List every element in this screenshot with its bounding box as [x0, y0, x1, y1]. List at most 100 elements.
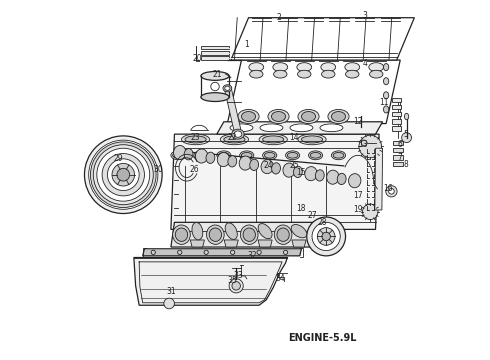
- Ellipse shape: [196, 153, 206, 158]
- Text: 8: 8: [403, 159, 408, 168]
- Text: 15: 15: [296, 168, 306, 177]
- Circle shape: [359, 135, 382, 158]
- Polygon shape: [292, 240, 306, 247]
- Ellipse shape: [404, 113, 409, 120]
- Text: 5: 5: [403, 130, 408, 139]
- Ellipse shape: [207, 225, 224, 244]
- Circle shape: [386, 186, 397, 197]
- Polygon shape: [258, 240, 272, 247]
- Circle shape: [322, 232, 330, 241]
- Text: 26: 26: [189, 165, 198, 174]
- Bar: [392, 126, 401, 131]
- Text: 23: 23: [191, 133, 200, 142]
- Ellipse shape: [234, 131, 242, 137]
- Text: 4: 4: [363, 59, 368, 68]
- Bar: [392, 119, 401, 123]
- Ellipse shape: [301, 112, 316, 121]
- Text: ENGINE-5.9L: ENGINE-5.9L: [289, 333, 357, 343]
- Circle shape: [389, 189, 394, 194]
- Circle shape: [92, 144, 154, 206]
- Circle shape: [204, 250, 208, 255]
- Ellipse shape: [201, 72, 229, 80]
- Ellipse shape: [209, 228, 221, 242]
- Polygon shape: [375, 148, 383, 210]
- Ellipse shape: [258, 224, 272, 239]
- Circle shape: [117, 168, 130, 181]
- Bar: [392, 105, 401, 109]
- Ellipse shape: [238, 109, 259, 123]
- Circle shape: [312, 222, 340, 251]
- Ellipse shape: [301, 136, 322, 143]
- Text: 22: 22: [228, 133, 237, 142]
- Ellipse shape: [263, 136, 284, 143]
- Ellipse shape: [217, 151, 231, 160]
- Ellipse shape: [384, 92, 389, 99]
- Bar: [201, 46, 229, 49]
- Circle shape: [362, 140, 367, 146]
- Ellipse shape: [260, 124, 283, 132]
- Ellipse shape: [263, 151, 277, 160]
- Ellipse shape: [217, 153, 230, 167]
- Ellipse shape: [369, 63, 384, 72]
- Ellipse shape: [321, 70, 335, 78]
- Circle shape: [89, 140, 158, 209]
- Polygon shape: [224, 86, 242, 132]
- Ellipse shape: [172, 225, 190, 244]
- Ellipse shape: [181, 134, 210, 145]
- Ellipse shape: [243, 228, 255, 242]
- Ellipse shape: [184, 149, 193, 160]
- Ellipse shape: [220, 134, 248, 145]
- Ellipse shape: [239, 156, 251, 170]
- Bar: [392, 98, 401, 102]
- Ellipse shape: [277, 228, 289, 242]
- Circle shape: [318, 228, 335, 245]
- Circle shape: [363, 204, 378, 220]
- Ellipse shape: [241, 225, 258, 244]
- Ellipse shape: [192, 222, 203, 240]
- Circle shape: [229, 279, 243, 293]
- Ellipse shape: [196, 149, 208, 163]
- Circle shape: [402, 133, 412, 143]
- Text: 6: 6: [398, 140, 403, 149]
- Text: 33: 33: [233, 271, 243, 280]
- Text: 2: 2: [276, 13, 281, 22]
- Ellipse shape: [287, 153, 298, 158]
- Ellipse shape: [240, 151, 254, 160]
- Ellipse shape: [273, 70, 287, 78]
- Polygon shape: [143, 249, 301, 256]
- Polygon shape: [231, 18, 415, 60]
- Polygon shape: [190, 240, 204, 247]
- Text: 3: 3: [363, 12, 368, 21]
- Bar: [201, 51, 229, 55]
- Ellipse shape: [271, 163, 280, 174]
- Ellipse shape: [337, 173, 346, 185]
- Ellipse shape: [291, 225, 307, 238]
- Text: 29: 29: [113, 154, 123, 163]
- Ellipse shape: [185, 136, 206, 143]
- Ellipse shape: [225, 223, 237, 239]
- Circle shape: [230, 250, 235, 255]
- Ellipse shape: [219, 153, 229, 158]
- Ellipse shape: [321, 63, 336, 72]
- Ellipse shape: [316, 170, 324, 181]
- Text: 14: 14: [290, 133, 299, 142]
- Ellipse shape: [310, 153, 321, 158]
- Ellipse shape: [384, 64, 389, 71]
- Ellipse shape: [305, 167, 317, 181]
- Bar: [392, 112, 401, 117]
- Ellipse shape: [384, 106, 389, 113]
- Ellipse shape: [173, 145, 186, 159]
- Text: 25: 25: [290, 161, 299, 170]
- Circle shape: [283, 250, 288, 255]
- Ellipse shape: [297, 70, 311, 78]
- Ellipse shape: [201, 93, 229, 102]
- Ellipse shape: [232, 129, 244, 139]
- Text: 7: 7: [398, 153, 403, 162]
- Ellipse shape: [331, 151, 345, 160]
- Ellipse shape: [175, 228, 188, 242]
- Ellipse shape: [308, 225, 326, 244]
- Ellipse shape: [206, 152, 215, 163]
- Ellipse shape: [274, 225, 292, 244]
- Bar: [393, 155, 403, 159]
- Text: 17: 17: [353, 192, 363, 201]
